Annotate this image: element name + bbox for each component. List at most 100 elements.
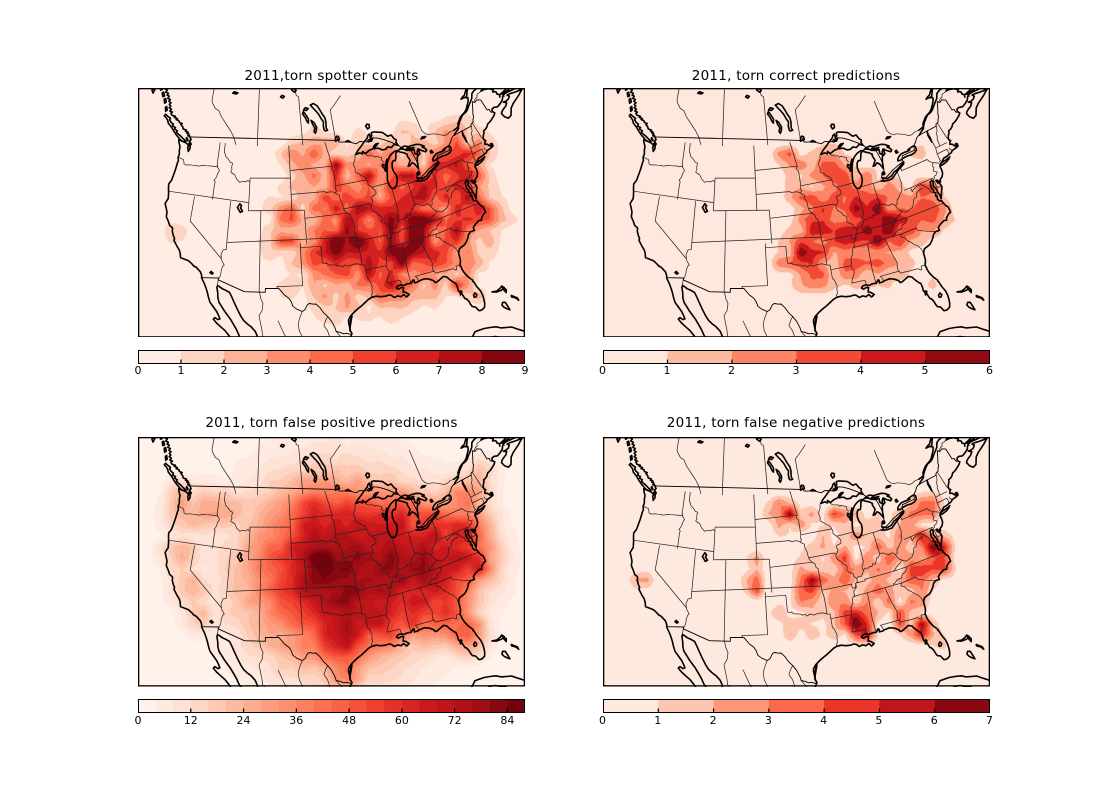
- colorbar-segment: [482, 350, 525, 363]
- colorbar-segment: [208, 699, 227, 713]
- colorbar-tick-label: 4: [857, 364, 864, 377]
- subplot-title: 2011, torn correct predictions: [691, 68, 901, 84]
- colorbar-segment: [401, 699, 421, 713]
- colorbar-segment: [267, 350, 311, 363]
- basemap-geography: [602, 437, 990, 687]
- colorbar-segment: [138, 699, 157, 713]
- colorbar-segment: [349, 699, 368, 713]
- colorbar-frame: [138, 699, 525, 713]
- colorbar-tick-label: 6: [392, 364, 400, 377]
- contour-field-canvas: [138, 437, 525, 687]
- colorbar-segment: [472, 699, 491, 713]
- colorbar-segment: [489, 699, 509, 713]
- colorbar-tick-label: 72: [447, 713, 462, 727]
- colorbar-segment: [731, 350, 797, 363]
- colorbar-segment: [243, 699, 262, 713]
- colorbar-tick-label: 6: [986, 364, 993, 377]
- colorbar-tick-label: 9: [521, 364, 529, 377]
- colorbar-segment: [313, 699, 333, 713]
- colorbar-tick-label: 84: [500, 713, 515, 727]
- colorbar-segment: [261, 699, 280, 713]
- colorbar-tick-label: 7: [435, 364, 443, 377]
- colorbar-segment: [657, 699, 714, 713]
- colorbar-segment: [155, 699, 174, 713]
- basemap-geography: [138, 437, 525, 687]
- colorbar-tick-label: 3: [792, 364, 800, 377]
- colorbar-segment: [602, 699, 659, 713]
- colorbar-tick-label: 0: [134, 713, 142, 727]
- colorbar-segment: [173, 699, 192, 713]
- colorbar-tick-label: 0: [134, 364, 142, 377]
- colorbar-segment: [437, 699, 456, 713]
- colorbar-tick-label: 1: [663, 364, 671, 377]
- colorbar-tick-label: 3: [263, 364, 271, 377]
- colorbar-tick-label: 5: [921, 364, 929, 377]
- colorbar-segment: [454, 699, 473, 713]
- colorbar-tick-label: 4: [820, 713, 828, 727]
- colorbar-segment: [310, 350, 354, 363]
- colorbar-segment: [181, 350, 225, 363]
- colorbar-tick-label: 6: [930, 713, 938, 727]
- colorbar-segment: [353, 350, 397, 363]
- colorbar-tick-label: 3: [764, 713, 772, 727]
- map-frame: [138, 437, 525, 687]
- subplot-title: 2011,torn spotter counts: [244, 68, 419, 84]
- colorbar-segment: [934, 699, 990, 713]
- basemap-geography: [602, 87, 990, 337]
- subplot-title: 2011, torn false negative predictions: [666, 414, 926, 431]
- colorbar-segment: [878, 699, 935, 713]
- colorbar-tick-label: 2: [220, 364, 228, 377]
- colorbar-segment: [439, 350, 483, 363]
- colorbar-segment: [796, 350, 862, 363]
- colorbar: [602, 699, 990, 713]
- colorbar-tick-label: 5: [349, 364, 357, 377]
- colorbar-tick-label: 36: [289, 713, 304, 727]
- map-frame: [602, 437, 990, 687]
- basemap-geography: [138, 87, 525, 337]
- contour-field-canvas: [602, 437, 990, 687]
- colorbar-segment: [278, 699, 297, 713]
- colorbar-tick-label: 2: [709, 713, 717, 727]
- colorbar-segment: [925, 350, 990, 363]
- colorbar-segment: [768, 699, 825, 713]
- colorbar-segment: [602, 350, 668, 363]
- colorbar-segment: [860, 350, 926, 363]
- contour-field-canvas: [602, 87, 990, 337]
- colorbar-segment: [667, 350, 733, 363]
- colorbar-tick-label: 4: [306, 364, 314, 377]
- colorbar-tick-label: 1: [654, 713, 662, 727]
- colorbar-segment: [331, 699, 350, 713]
- colorbar-segment: [823, 699, 880, 713]
- colorbar-tick-label: 0: [599, 713, 606, 727]
- colorbar-segment: [224, 350, 268, 363]
- colorbar-segment: [507, 699, 525, 713]
- colorbar: [138, 349, 525, 364]
- contour-field-canvas: [138, 87, 525, 337]
- map-frame: [602, 87, 990, 337]
- colorbar-frame: [602, 699, 990, 713]
- map-frame: [138, 87, 525, 337]
- colorbar-tick-label: 48: [342, 713, 357, 727]
- colorbar-tick-label: 12: [183, 713, 198, 727]
- colorbar-tick-label: 1: [177, 364, 185, 377]
- colorbar-segment: [225, 699, 245, 713]
- colorbar-segment: [138, 350, 182, 363]
- subplot-title: 2011, torn false positive predictions: [205, 414, 458, 431]
- colorbar-tick-label: 24: [236, 713, 251, 727]
- colorbar-tick-label: 0: [599, 364, 606, 377]
- colorbar-segment: [190, 699, 209, 713]
- colorbar-segment: [713, 699, 769, 713]
- colorbar: [602, 349, 990, 364]
- colorbar-segment: [384, 699, 403, 713]
- colorbar-frame: [138, 349, 525, 364]
- colorbar-segment: [396, 350, 440, 363]
- colorbar-segment: [296, 699, 315, 713]
- colorbar-tick-label: 5: [875, 713, 883, 727]
- colorbar-tick-label: 60: [394, 713, 409, 727]
- colorbar-frame: [602, 349, 990, 364]
- colorbar-tick-label: 7: [986, 713, 993, 727]
- colorbar-segment: [419, 699, 438, 713]
- colorbar-tick-label: 2: [728, 364, 735, 377]
- colorbar-tick-label: 8: [478, 364, 486, 377]
